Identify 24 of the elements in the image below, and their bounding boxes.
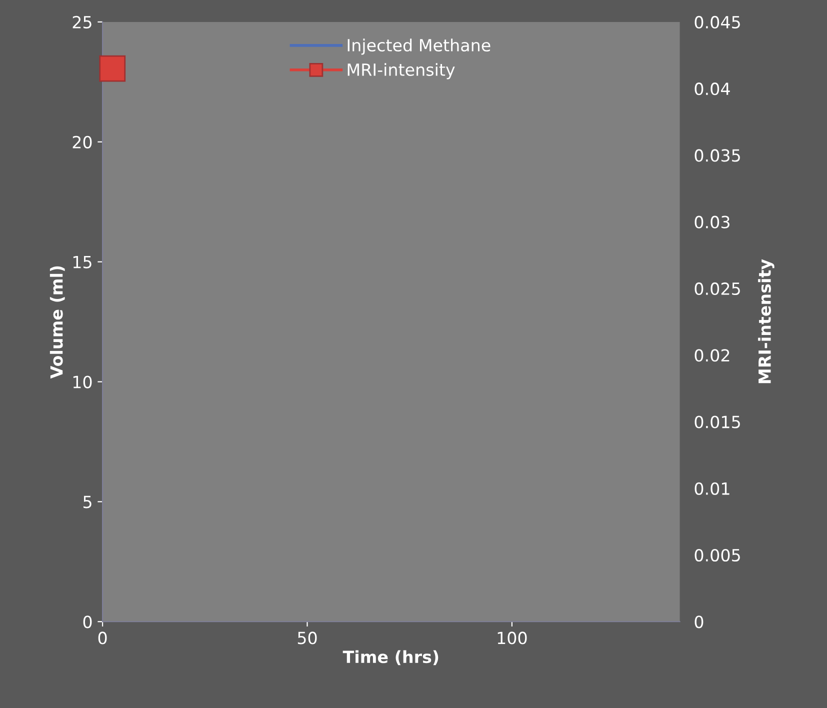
x-axis-title: Time (hrs) bbox=[342, 650, 438, 666]
y2-tick-label: 0.045 bbox=[694, 16, 740, 29]
y-tick-label: 25 bbox=[72, 16, 92, 29]
y2-tick-label: 0.03 bbox=[694, 216, 730, 228]
y2-tick-label: 0.005 bbox=[694, 548, 740, 562]
y2-tick-label: 0.01 bbox=[694, 482, 730, 495]
y-tick-label: 10 bbox=[73, 376, 92, 388]
y2-tick-label: 0.015 bbox=[694, 416, 740, 428]
y-tick-label: 15 bbox=[73, 256, 92, 268]
x-tick-label: 50 bbox=[298, 632, 317, 644]
y2-tick-label: 0.035 bbox=[694, 149, 740, 162]
y-axis-title: Volume (ml) bbox=[50, 266, 65, 379]
y-tick-label: 0 bbox=[83, 616, 92, 628]
y2-tick-label: 0.04 bbox=[694, 82, 730, 96]
y-tick-label: 5 bbox=[84, 496, 92, 508]
legend-label: Injected Methane bbox=[348, 38, 490, 55]
y-tick-label: 20 bbox=[72, 136, 92, 148]
legend-label: MRI-intensity bbox=[348, 63, 455, 80]
y2-tick-label: 0.02 bbox=[694, 349, 730, 362]
x-tick-label: 100 bbox=[498, 632, 527, 644]
y2-axis-title: MRI-intensity bbox=[758, 259, 774, 384]
y2-tick-label: 0 bbox=[694, 616, 704, 628]
y2-tick-label: 0.025 bbox=[694, 282, 740, 296]
x-tick-label: 0 bbox=[98, 632, 107, 644]
